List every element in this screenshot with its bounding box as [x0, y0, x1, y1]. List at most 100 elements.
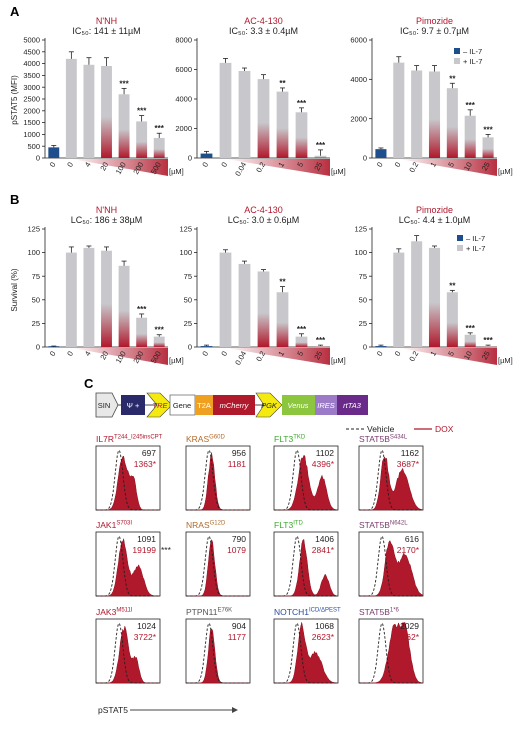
bar [238, 70, 251, 158]
x-tick-label: 1 [276, 161, 286, 169]
significance-mark: *** [483, 336, 493, 345]
x-tick-label: 25 [312, 350, 324, 362]
chart-subtitle: IC₅₀: 141 ± 11µM [72, 26, 140, 36]
y-tick-label: 2500 [23, 95, 40, 104]
vehicle-histogram [359, 622, 423, 684]
flow-panel-title: KRASG60D [186, 434, 225, 444]
vehicle-histogram [96, 535, 160, 597]
flow-x-axis: pSTAT5 [98, 705, 238, 715]
panel-a-legend: – IL-7 + IL-7 [454, 47, 482, 66]
x-tick-label: 4 [83, 350, 93, 358]
flow-panel-title: STAT5BS434L [359, 434, 408, 444]
significance-mark: ** [279, 79, 286, 88]
bar [136, 317, 148, 347]
significance-mark: *** [155, 124, 165, 133]
construct-pgk [255, 392, 283, 418]
y-tick-label: 2000 [350, 114, 367, 123]
bar [83, 247, 95, 347]
bar [257, 79, 270, 158]
concentration-wedge [71, 348, 168, 365]
y-tick-label: 50 [359, 295, 367, 304]
significance-mark: *** [119, 79, 129, 88]
legend-label-vehicle: Vehicle [367, 424, 395, 434]
chart-title: N'NH [96, 16, 117, 26]
significance-mark: *** [297, 99, 307, 108]
construct-tre [146, 392, 173, 418]
y-tick-label: 75 [32, 272, 40, 281]
x-tick-label: 0 [393, 350, 403, 358]
unit-label: [µM] [331, 356, 346, 365]
y-tick-label: 0 [188, 154, 192, 163]
significance-mark: *** [316, 336, 326, 345]
construct-label-ires: IRES [317, 401, 335, 410]
bar [219, 252, 232, 347]
flow-plot-frame [95, 531, 161, 597]
chart-subtitle: LC₅₀: 3.0 ± 0.6µM [228, 215, 300, 225]
unit-label: [µM] [169, 167, 184, 176]
x-tick-label: 0 [219, 350, 229, 358]
bar [276, 292, 289, 347]
x-tick-label: 0 [65, 161, 75, 169]
y-tick-label: 100 [354, 248, 367, 257]
x-tick-label: 25 [480, 161, 492, 173]
x-tick-label: 0 [219, 161, 229, 169]
y-tick-label: 0 [36, 154, 40, 163]
construct-label-venus: Venus [288, 401, 309, 410]
significance-mark: *** [466, 101, 476, 110]
dox-mfi-value: 4662* [397, 632, 420, 642]
dox-mfi-value: 19199 [132, 545, 156, 555]
legend-swatch-plus-il7 [457, 245, 463, 251]
construct-label-psi: Ψ + [127, 401, 140, 410]
y-tick-label: 25 [32, 319, 40, 328]
legend-label-minus-il7: – IL-7 [466, 234, 485, 243]
x-tick-label: 5 [446, 350, 456, 358]
y-tick-label: 50 [32, 295, 40, 304]
chart-title: Pimozide [416, 16, 453, 26]
bar [464, 115, 476, 158]
construct-psi [121, 395, 145, 415]
bar [101, 250, 112, 347]
vehicle-histogram [96, 449, 160, 511]
construct-sin [95, 392, 119, 418]
flow-panel-title: STAT5BN642L [359, 520, 408, 530]
bar [200, 153, 213, 158]
panel-label-c: C [84, 376, 94, 391]
unit-label: [µM] [498, 167, 513, 176]
bar [83, 64, 95, 158]
y-tick-label: 125 [354, 225, 367, 234]
flow-xlabel: pSTAT5 [98, 705, 128, 715]
bar [276, 91, 289, 158]
legend-label-plus-il7: + IL-7 [466, 244, 485, 253]
flow-panel-title: IL7RT244_I245insCPT [96, 434, 163, 444]
flow-panel-title: FLT3ITD [274, 520, 304, 530]
construct-label-t2a: T2A [197, 401, 211, 410]
x-tick-label: 25 [480, 350, 492, 362]
vector-construct-diagram: SIN Ψ + TRE Gene T2A mCherry PGK Venus I… [95, 392, 368, 418]
vehicle-histogram [274, 449, 338, 511]
y-tick-label: 4500 [23, 47, 40, 56]
x-tick-label: 25 [312, 161, 324, 173]
y-tick-label: 8000 [175, 36, 192, 45]
bar [411, 70, 423, 158]
construct-mcherry [213, 395, 255, 415]
flow-panel-title: STAT5B1*6 [359, 607, 400, 617]
x-tick-label: 1 [276, 350, 286, 358]
concentration-wedge [398, 159, 497, 176]
y-tick-label: 100 [27, 248, 40, 257]
significance-mark: *** [466, 324, 476, 333]
x-tick-label: 0.04 [233, 161, 248, 178]
y-tick-label: 500 [27, 142, 40, 151]
x-tick-label: 10 [462, 350, 474, 362]
significance-mark: *** [137, 305, 147, 314]
bar [375, 149, 387, 158]
vehicle-histogram [359, 449, 423, 511]
